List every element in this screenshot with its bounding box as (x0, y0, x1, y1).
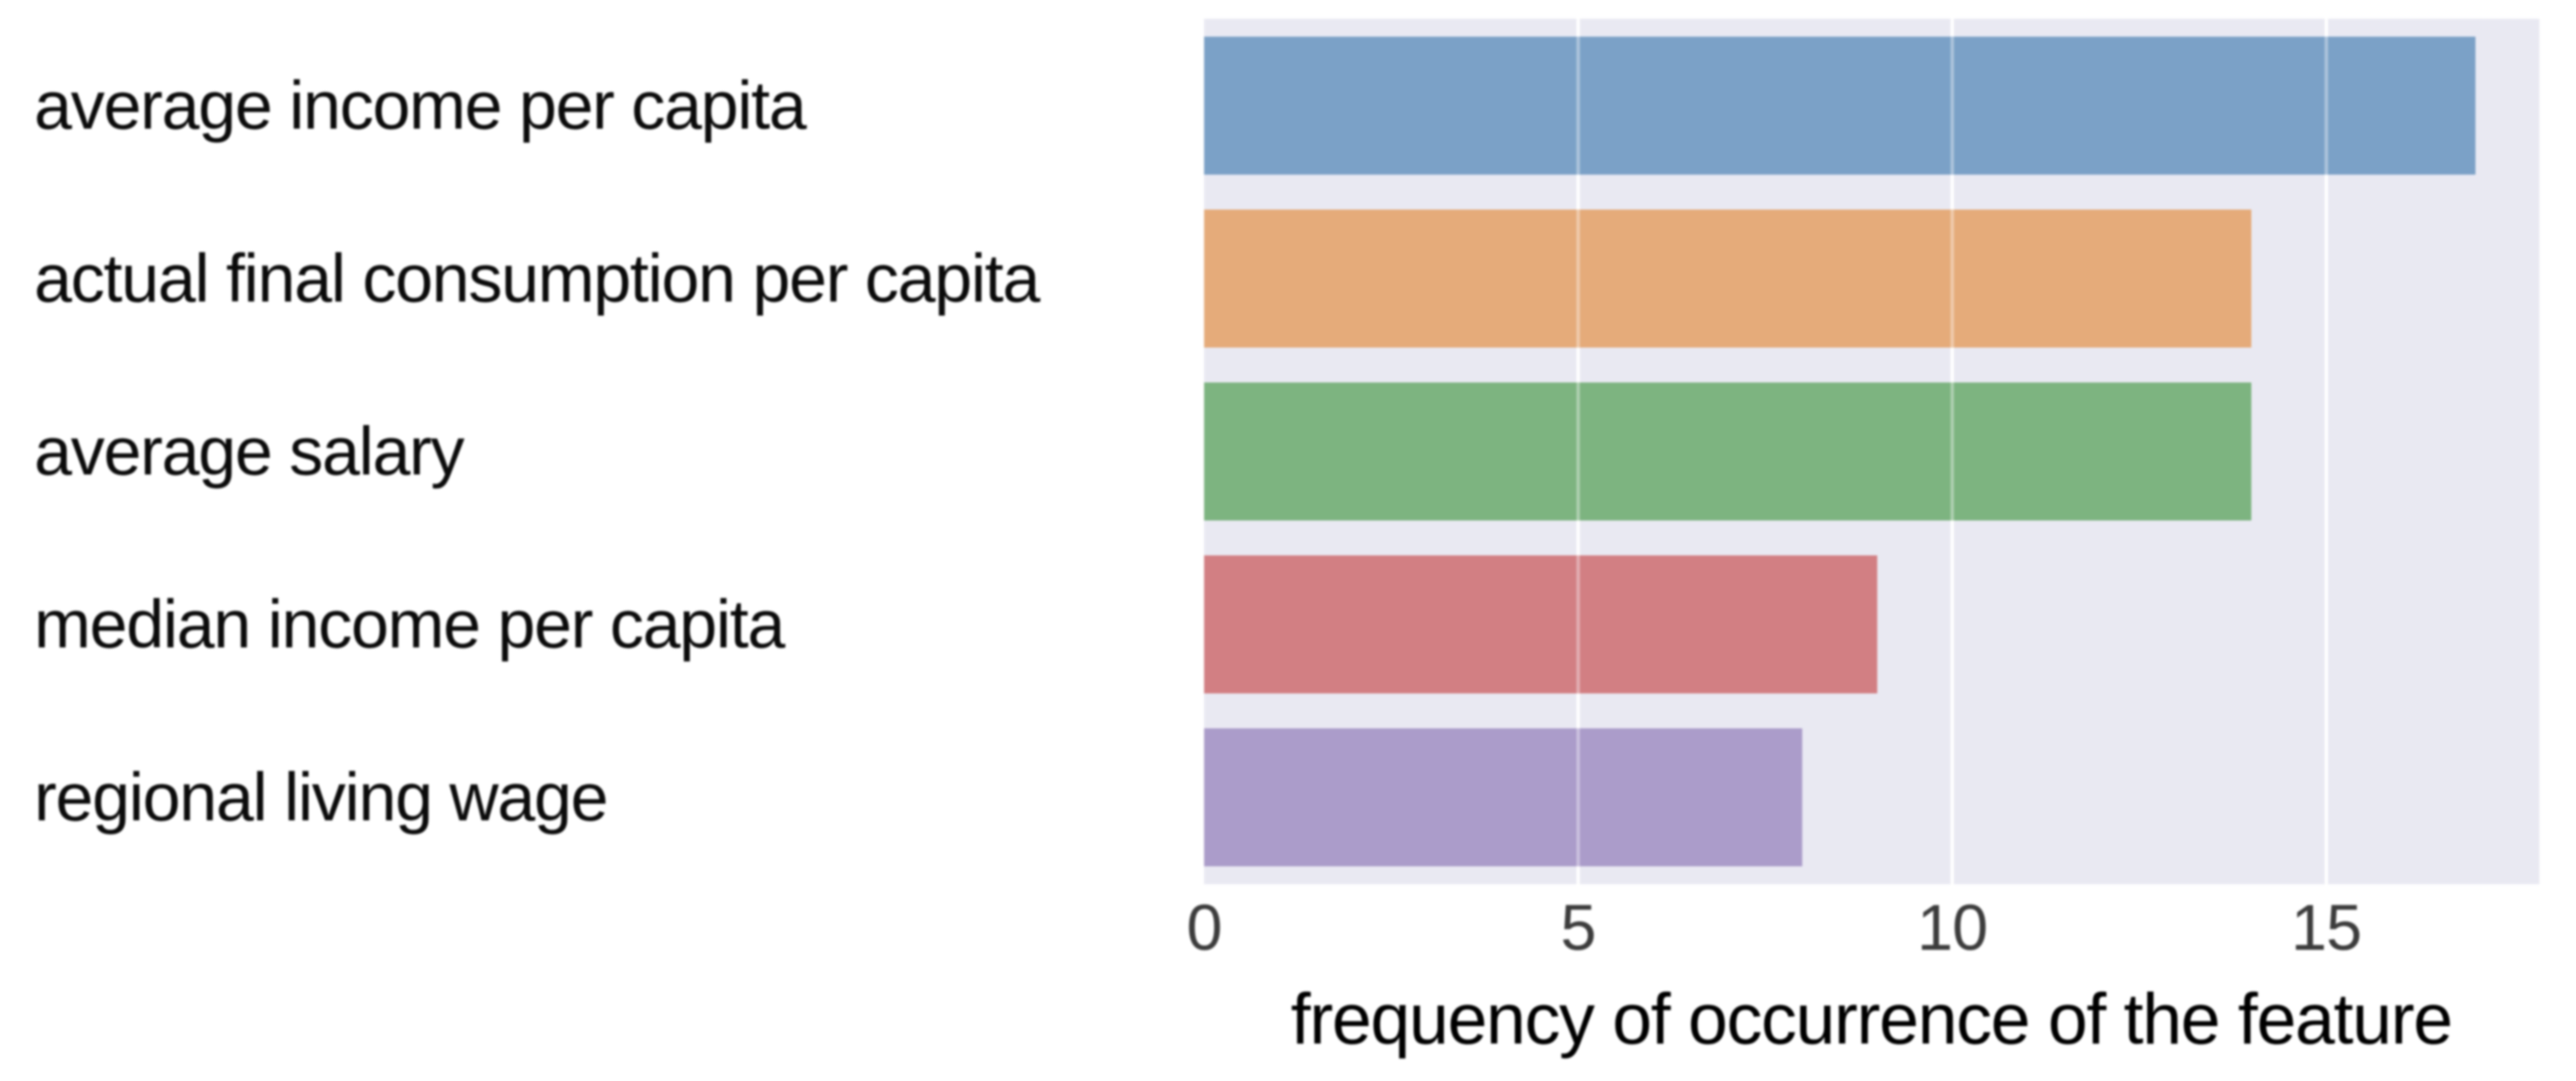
gridline-overlay (2324, 19, 2328, 884)
plot-area (1204, 19, 2539, 884)
gridline-overlay (1576, 19, 1580, 884)
bar (1204, 728, 1803, 867)
bar (1204, 36, 2476, 175)
x-tick-label: 10 (1916, 892, 1989, 964)
bar (1204, 555, 1878, 694)
x-tick-label: 5 (1560, 892, 1596, 964)
category-label: median income per capita (34, 586, 786, 663)
category-label: regional living wage (34, 759, 608, 836)
category-label: average income per capita (34, 66, 807, 143)
gridline (2324, 19, 2328, 884)
category-label: actual final consumption per capita (34, 239, 1040, 316)
x-tick-label: 0 (1186, 892, 1222, 964)
bar (1204, 209, 2252, 348)
bar (1204, 382, 2252, 520)
gridline-overlay (1950, 19, 1954, 884)
category-label: average salary (34, 413, 464, 489)
x-tick-label: 15 (2291, 892, 2363, 964)
x-axis-label: frequency of occurrence of the feature (1290, 979, 2453, 1059)
